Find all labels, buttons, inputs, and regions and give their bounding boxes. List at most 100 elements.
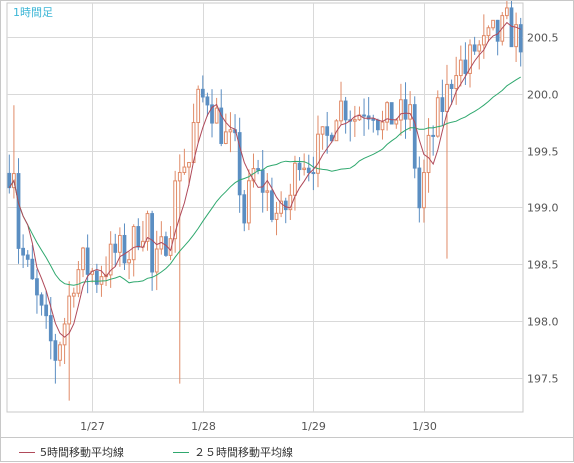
- candle-body: [283, 200, 288, 211]
- candle-body: [408, 104, 413, 120]
- candle-body: [468, 44, 472, 74]
- candle-body: [200, 88, 205, 98]
- candle-body: [44, 304, 49, 317]
- candle-body: [389, 102, 394, 125]
- x-tick-label: 1/29: [301, 420, 326, 433]
- candle-body: [242, 194, 247, 224]
- candle-body: [177, 171, 182, 182]
- candle-body: [246, 180, 251, 224]
- candle-body: [495, 19, 500, 42]
- candle-body: [187, 161, 191, 168]
- candle-body: [486, 27, 491, 37]
- candle-body: [352, 119, 357, 122]
- y-tick-label: 199.0: [527, 202, 559, 215]
- legend-item-ma5: 5時間移動平均線: [19, 444, 124, 460]
- candle-body: [150, 213, 155, 273]
- candle-body: [375, 119, 380, 131]
- candle-body: [504, 7, 509, 17]
- candle-body: [94, 270, 99, 285]
- x-tick-label: 1/30: [412, 420, 437, 433]
- candle-body: [371, 118, 376, 121]
- x-tick-label: 1/27: [80, 420, 105, 433]
- candle-body: [219, 107, 224, 144]
- y-tick-label: 199.5: [527, 146, 559, 159]
- candle-body: [279, 200, 284, 214]
- candle-body: [472, 44, 477, 52]
- y-tick-label: 200.5: [527, 32, 559, 45]
- legend-swatch-ma25: [173, 451, 189, 453]
- candle-body: [302, 167, 307, 171]
- candle-body: [311, 172, 316, 175]
- candle-body: [509, 7, 514, 48]
- candle-body: [412, 104, 417, 169]
- candle-body: [71, 292, 76, 297]
- candle-body: [297, 162, 302, 171]
- candle-body: [48, 315, 53, 342]
- candle-body: [205, 96, 210, 106]
- candle-body: [380, 121, 385, 131]
- candle-body: [256, 168, 260, 171]
- candle-body: [58, 344, 62, 361]
- candle-body: [343, 100, 348, 121]
- candle-body: [62, 323, 67, 346]
- legend-label-ma25: ２５時間移動平均線: [194, 446, 293, 459]
- candle-body: [514, 24, 518, 48]
- candle-body: [113, 243, 118, 253]
- candle-body: [127, 259, 131, 264]
- candle-body: [223, 131, 228, 144]
- candle-body: [440, 97, 445, 113]
- candle-body: [293, 162, 297, 196]
- candle-body: [426, 134, 431, 174]
- candle-body: [274, 212, 279, 220]
- candle-body: [228, 129, 233, 133]
- candle-body: [366, 115, 371, 120]
- candle-body: [39, 294, 44, 306]
- candle-body: [385, 102, 389, 123]
- candle-body: [25, 254, 30, 260]
- legend-item-ma25: ２５時間移動平均線: [173, 444, 293, 460]
- y-tick-label: 198.5: [527, 259, 559, 272]
- candle-body: [108, 243, 113, 276]
- candle-body: [136, 226, 141, 248]
- candle-body: [270, 190, 274, 220]
- candle-body: [518, 24, 523, 53]
- candle-body: [260, 169, 265, 193]
- candle-body: [445, 83, 449, 113]
- candle-body: [16, 173, 21, 249]
- candle-body: [339, 100, 343, 122]
- candle-body: [394, 119, 399, 125]
- candle-body: [35, 278, 39, 296]
- candle-body: [67, 295, 72, 325]
- candle-body: [320, 126, 325, 135]
- candle-body: [265, 190, 270, 193]
- candle-body: [481, 35, 486, 46]
- candle-body: [325, 126, 330, 136]
- candle-body: [122, 234, 127, 264]
- candle-body: [463, 59, 468, 74]
- candle-body: [81, 247, 85, 271]
- candle-body: [131, 226, 136, 261]
- legend-label-ma5: 5時間移動平均線: [40, 446, 124, 459]
- candle-body: [214, 107, 219, 124]
- y-tick-label: 200.0: [527, 89, 559, 102]
- candle-body: [154, 248, 159, 273]
- candle-body: [431, 134, 436, 137]
- candle-body: [145, 213, 150, 242]
- candle-body: [237, 132, 242, 196]
- y-tick-label: 197.5: [527, 373, 559, 386]
- candle-body: [21, 247, 26, 256]
- candle-body: [30, 258, 35, 280]
- ma25-line: [8, 76, 521, 286]
- candle-body: [7, 172, 12, 189]
- candle-body: [173, 180, 178, 240]
- candle-body: [53, 340, 58, 361]
- candle-body: [435, 97, 440, 137]
- candle-body: [403, 99, 408, 120]
- candle-body: [417, 167, 422, 209]
- candle-body: [454, 75, 459, 89]
- candle-body: [449, 83, 454, 89]
- y-tick-label: 198.0: [527, 316, 559, 329]
- candle-body: [399, 99, 403, 121]
